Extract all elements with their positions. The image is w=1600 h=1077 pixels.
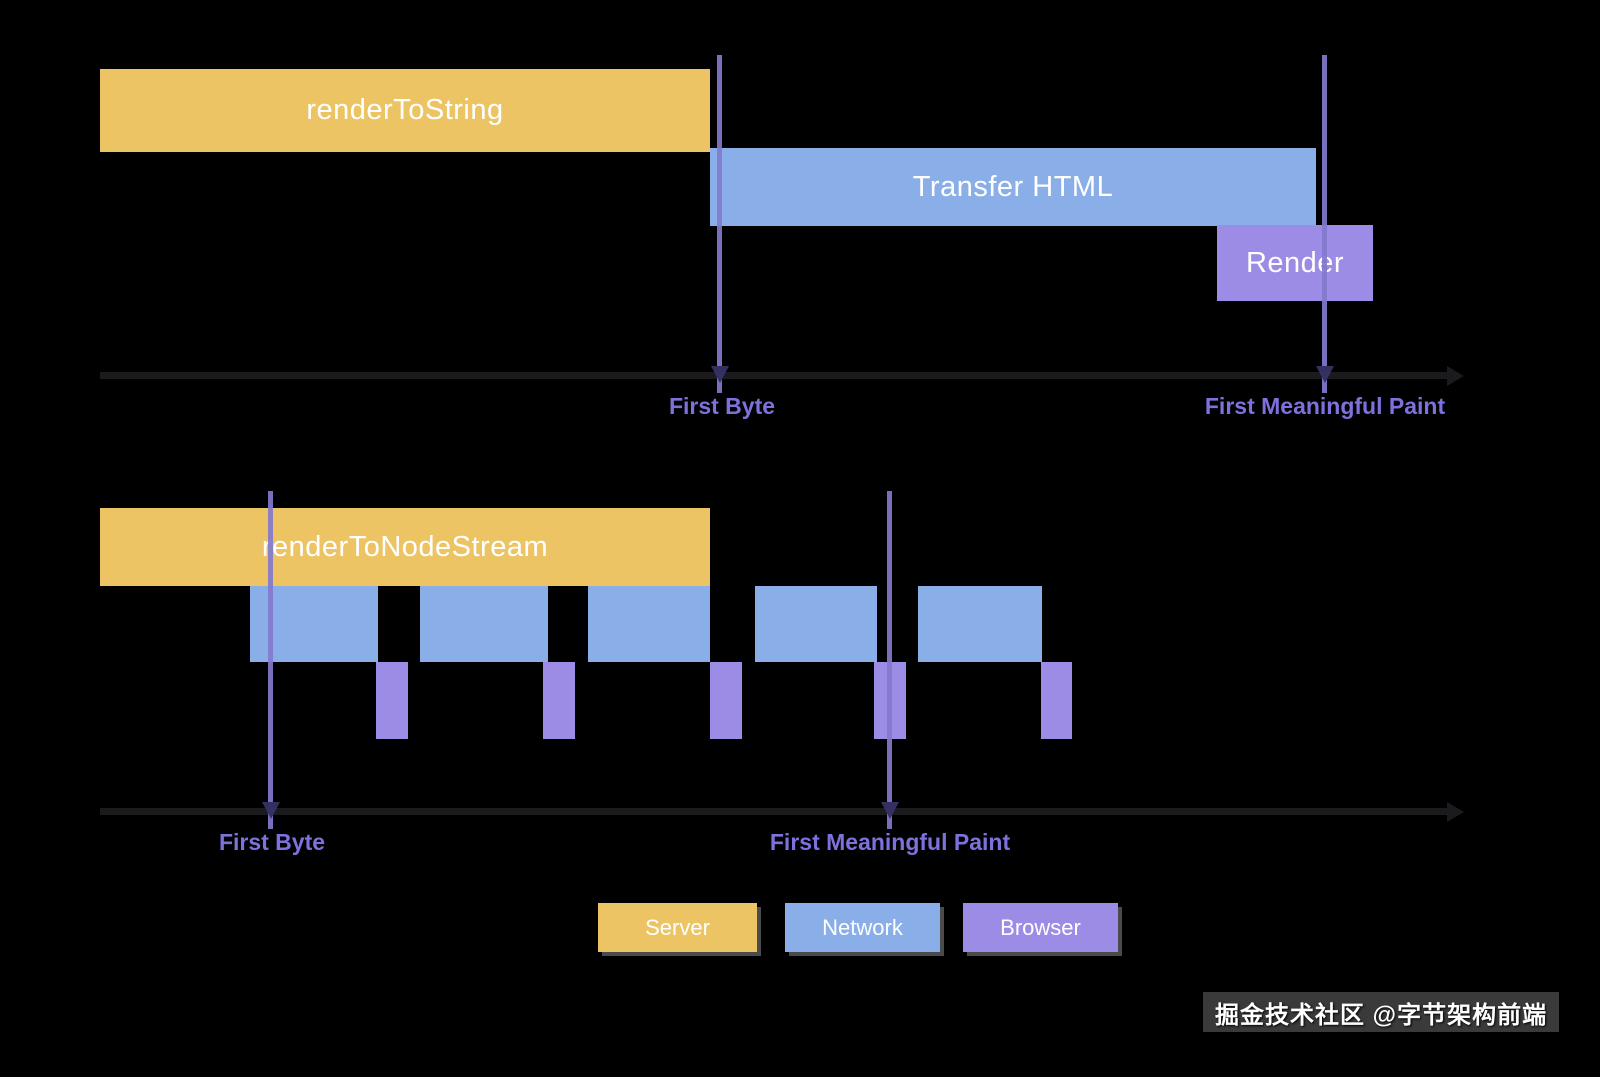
network-chunk-segment: [420, 586, 548, 662]
browser-bar-render: Render: [1217, 225, 1373, 301]
legend-item-server: Server: [598, 903, 757, 952]
axis-arrow-icon: [1447, 365, 1464, 386]
legend-label: Browser: [1000, 914, 1081, 940]
first-meaningful-paint-marker-line-bottom: [880, 491, 899, 829]
browser-bar-label: Render: [1245, 246, 1345, 279]
first-meaningful-paint-label-top: First Meaningful Paint: [1204, 393, 1446, 419]
first-byte-marker-line-bottom: [261, 491, 280, 829]
browser-render-segment: [710, 662, 742, 739]
axis-arrow-icon: [1447, 801, 1464, 822]
watermark: 掘金技术社区 @字节架构前端: [1203, 992, 1560, 1032]
browser-render-segment: [376, 662, 408, 739]
first-meaningful-paint-label-bottom: First Meaningful Paint: [769, 829, 1011, 855]
first-byte-label-top: First Byte: [668, 393, 776, 419]
legend-item-browser: Browser: [963, 903, 1118, 952]
network-bar-label: Transfer HTML: [912, 170, 1114, 203]
timeline-axis-top: [100, 365, 1464, 386]
marker-down-arrow-icon: [1315, 366, 1334, 383]
marker-down-arrow-icon: [710, 366, 729, 383]
network-bar-transfer-html: Transfer HTML: [710, 148, 1316, 226]
timeline-axis-bottom: [100, 801, 1464, 822]
server-bar-label: renderToString: [306, 94, 504, 126]
legend-item-network: Network: [785, 903, 940, 952]
server-bar-label: renderToNodeStream: [261, 530, 549, 563]
browser-render-segment: [543, 662, 575, 739]
network-chunk-segment: [588, 586, 710, 662]
legend-label: Network: [822, 914, 903, 940]
first-meaningful-paint-marker-line-top: [1315, 55, 1334, 393]
browser-render-segment: [1041, 662, 1072, 739]
legend-label: Server: [645, 914, 710, 940]
network-chunk-segment: [755, 586, 877, 662]
marker-down-arrow-icon: [880, 802, 899, 819]
network-chunk-segment: [918, 586, 1042, 662]
server-bar-rendertonodestream: renderToNodeStream: [100, 508, 710, 586]
first-byte-marker-line-top: [710, 55, 729, 393]
marker-down-arrow-icon: [261, 802, 280, 819]
server-bar-rendertostring: renderToString: [100, 69, 710, 152]
first-byte-label-bottom: First Byte: [218, 829, 326, 855]
